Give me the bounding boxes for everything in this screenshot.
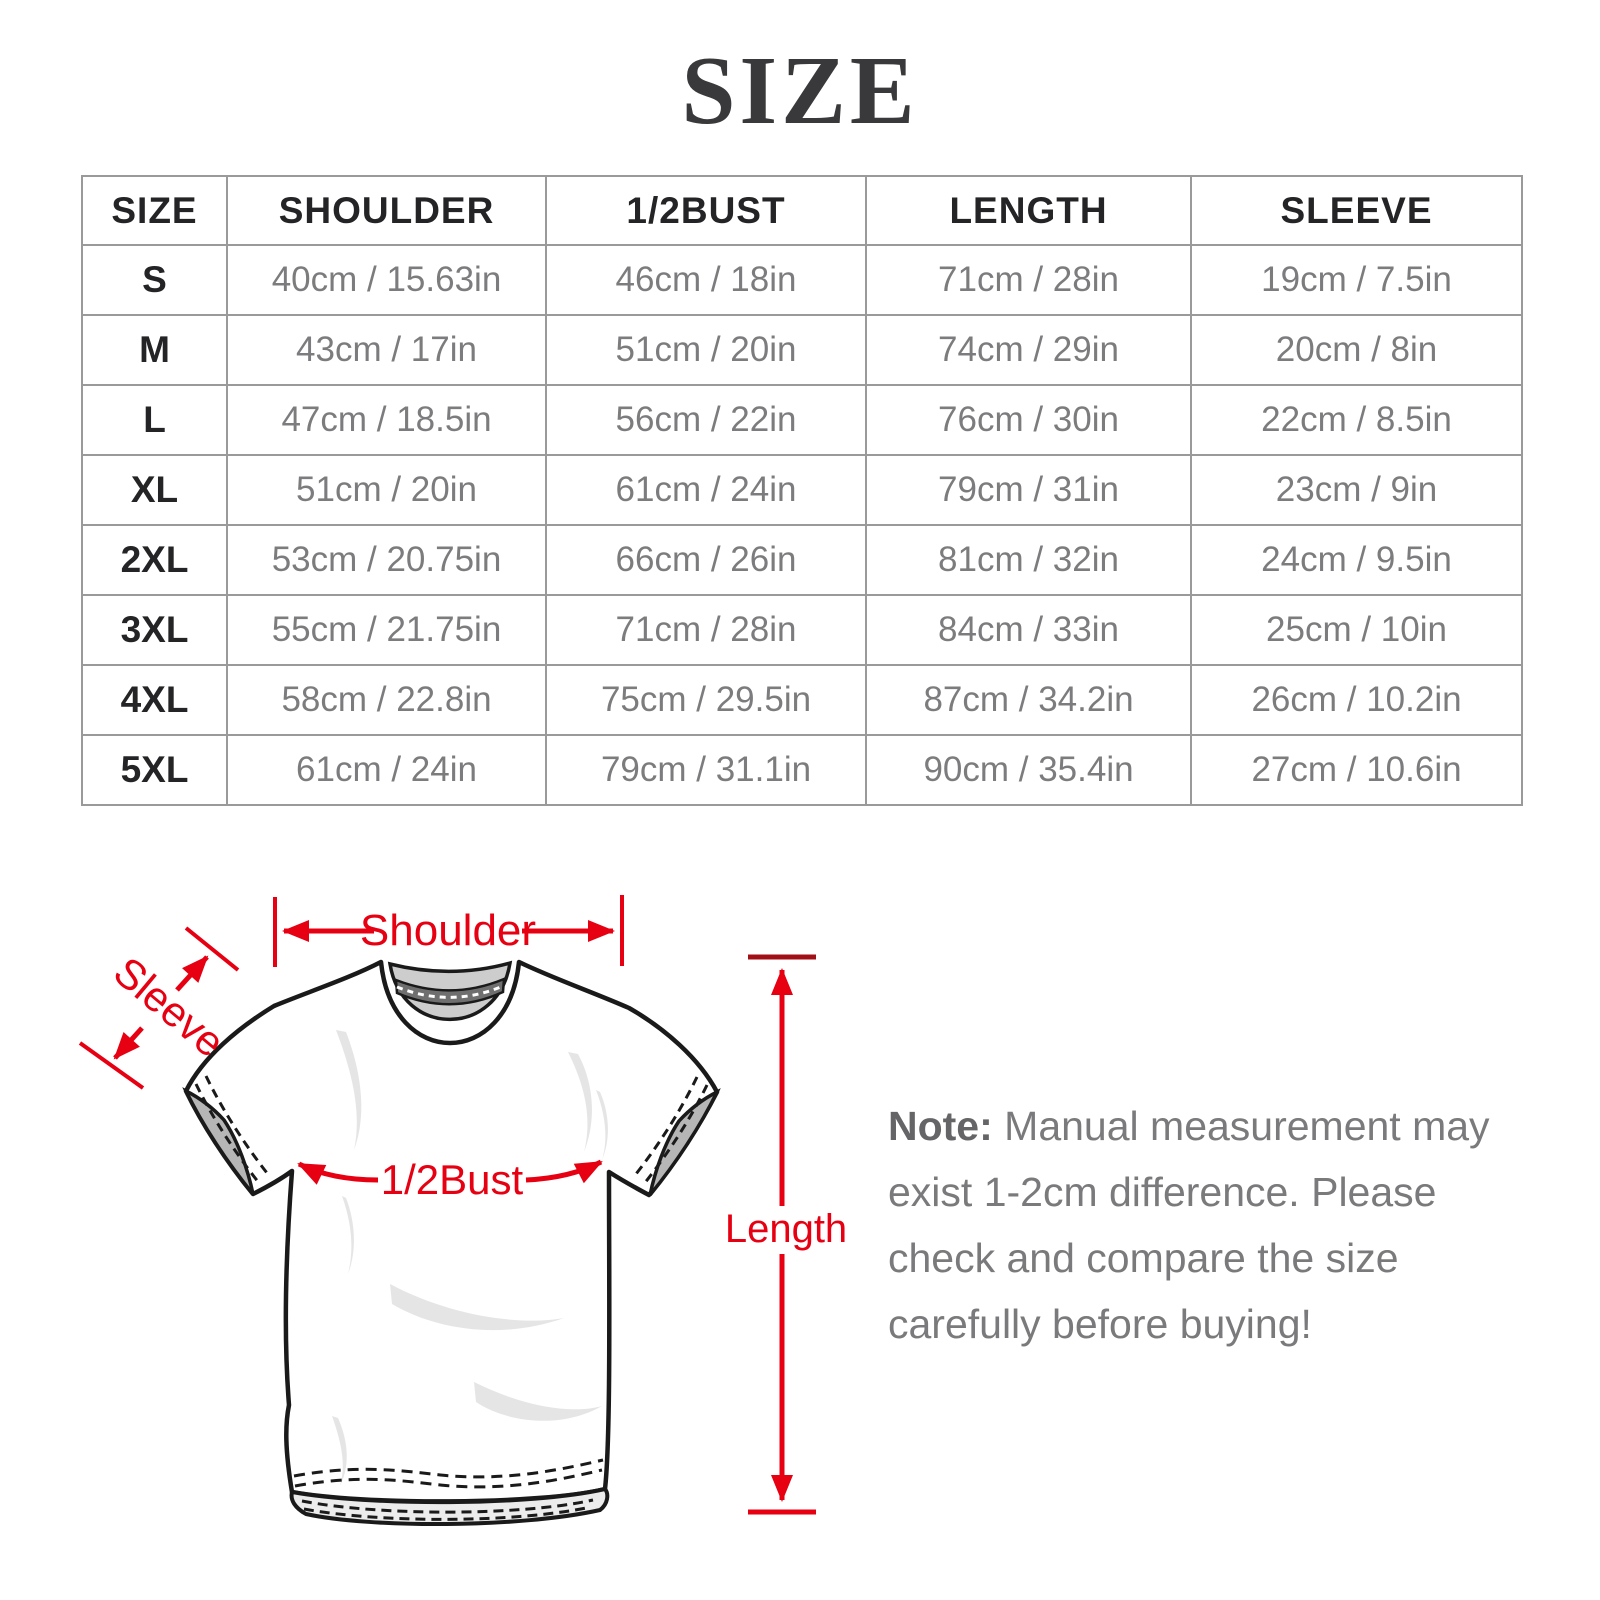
measurement-cell: 47cm / 18.5in [226,384,547,456]
measurement-cell: 22cm / 8.5in [1190,384,1523,456]
left-cuff-opening [182,1087,255,1196]
size-cell: XL [81,454,228,526]
measurement-cell: 71cm / 28in [865,244,1192,316]
measurement-cell: 19cm / 7.5in [1190,244,1523,316]
size-table: SIZE SHOULDER 1/2BUST LENGTH SLEEVE S 40cm / … [81,175,1523,806]
measurement-cell: 56cm / 22in [545,384,867,456]
measurement-cell: 90cm / 35.4in [865,734,1192,806]
size-cell: M [81,314,228,386]
measurement-cell: 71cm / 28in [545,594,867,666]
hem-band-stitches [301,1498,594,1521]
tshirt-measurement-diagram: Shoulder Sleeve 1/2Bust Length [78,895,847,1527]
size-cell: S [81,244,228,316]
collar-stitch-zigzag [396,984,504,999]
size-cell: 5XL [81,734,228,806]
right-cuff-opening [648,1088,721,1197]
measurement-note: Note: Manual measurement may exist 1-2cm… [888,1093,1513,1357]
measurement-cell: 76cm / 30in [865,384,1192,456]
measurement-cell: 84cm / 33in [865,594,1192,666]
hem-stitches-upper [293,1458,604,1489]
measurement-cell: 53cm / 20.75in [226,524,547,596]
column-header: SIZE [81,175,228,246]
measurement-cell: 46cm / 18in [545,244,867,316]
measurement-cell: 61cm / 24in [545,454,867,526]
measurement-cell: 26cm / 10.2in [1190,664,1523,736]
table-body: S 40cm / 15.63in 46cm / 18in 71cm / 28in 19c… [81,244,1523,806]
measurement-cell: 79cm / 31in [865,454,1192,526]
measurement-cell: 75cm / 29.5in [545,664,867,736]
sleeve-arrow-lower [113,1026,144,1060]
measurement-cell: 58cm / 22.8in [226,664,547,736]
measurement-cell: 43cm / 17in [226,314,547,386]
column-header: LENGTH [865,175,1192,246]
measurement-cell: 51cm / 20in [226,454,547,526]
measurement-cell: 23cm / 9in [1190,454,1523,526]
table-row: M 43cm / 17in 51cm / 20in 74cm / 29in 20cm /… [81,314,1523,386]
table-row: 3XL 55cm / 21.75in 71cm / 28in 84cm / 33in 2… [81,594,1523,666]
measurement-cell: 24cm / 9.5in [1190,524,1523,596]
note-text: Manual measurement may exist 1-2cm diffe… [888,1103,1490,1347]
note-label: Note: [888,1103,993,1149]
measurement-cell: 79cm / 31.1in [545,734,867,806]
measurement-cell: 51cm / 20in [545,314,867,386]
measurement-cell: 66cm / 26in [545,524,867,596]
table-row: L 47cm / 18.5in 56cm / 22in 76cm / 30in 22cm… [81,384,1523,456]
measurement-cell: 81cm / 32in [865,524,1192,596]
measurement-cell: 40cm / 15.63in [226,244,547,316]
page-title: SIZE [681,37,919,144]
size-cell: 3XL [81,594,228,666]
sleeve-arrow-upper [175,955,209,992]
shoulder-label: Shoulder [360,906,536,955]
column-header: SHOULDER [226,175,547,246]
tshirt-illustration [182,959,721,1527]
table-row: 4XL 58cm / 22.8in 75cm / 29.5in 87cm / 34.2… [81,664,1523,736]
measurement-annotations [78,895,816,1515]
halfbust-arrow-left [297,1161,379,1185]
size-cell: L [81,384,228,456]
measurement-cell: 87cm / 34.2in [865,664,1192,736]
measurement-cell: 74cm / 29in [865,314,1192,386]
measurement-cell: 20cm / 8in [1190,314,1523,386]
collar-stitch-band [394,977,506,1006]
column-header: 1/2BUST [545,175,867,246]
halfbust-arrow-right [525,1159,603,1184]
table-row: 5XL 61cm / 24in 79cm / 31.1in 90cm / 35.4in… [81,734,1523,806]
measurement-cell: 27cm / 10.6in [1190,734,1523,806]
size-cell: 2XL [81,524,228,596]
table-row: 2XL 53cm / 20.75in 66cm / 26in 81cm / 32in 2… [81,524,1523,596]
measurement-cell: 55cm / 21.75in [226,594,547,666]
table-row: XL 51cm / 20in 61cm / 24in 79cm / 31in 23cm … [81,454,1523,526]
size-cell: 4XL [81,664,228,736]
measurement-cell: 25cm / 10in [1190,594,1523,666]
fabric-wrinkles [332,1030,608,1486]
measurement-cell: 61cm / 24in [226,734,547,806]
sleeve-tick-upper [184,926,240,972]
table-row: S 40cm / 15.63in 46cm / 18in 71cm / 28in 19c… [81,244,1523,316]
header-row: SIZE SHOULDER 1/2BUST LENGTH SLEEVE [81,175,1523,246]
column-header: SLEEVE [1190,175,1523,246]
length-label: Length [725,1207,847,1251]
sleeve-tick-lower [78,1041,145,1090]
halfbust-label: 1/2Bust [381,1156,524,1203]
tshirt-body [183,959,720,1504]
